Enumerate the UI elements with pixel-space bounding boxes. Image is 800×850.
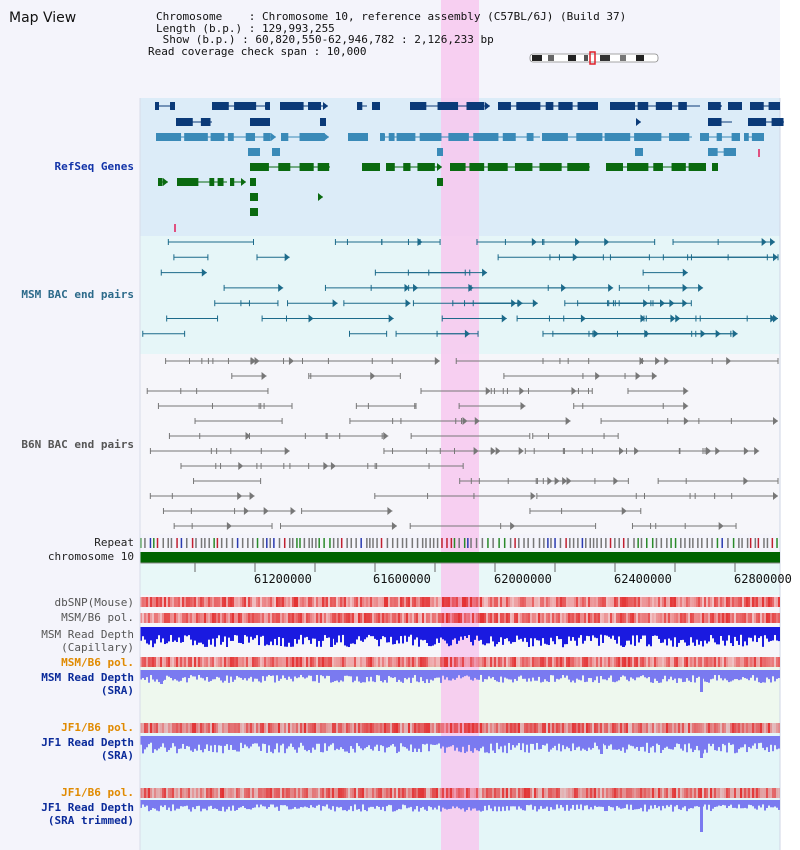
axis-tick: 61600000: [373, 572, 431, 586]
msm-depth-sra-bars: [140, 670, 780, 692]
selection-highlight: [441, 0, 479, 850]
region-info: Chromosome : Chromosome 10, reference as…: [148, 11, 626, 57]
track-label-dbsnp[interactable]: dbSNP(Mouse): [54, 596, 134, 609]
jf1-depth-trim-bars: [140, 800, 780, 832]
dbsnp-strip: [140, 597, 780, 607]
track-label-refseq[interactable]: RefSeq Genes: [54, 160, 134, 173]
jf1-depth-sra-bars: [140, 736, 780, 758]
axis-tick: 62800000: [734, 572, 792, 586]
axis-tick: 61200000: [254, 572, 312, 586]
track-label-chromosome[interactable]: chromosome 10: [47, 550, 134, 563]
length-line: Length (b.p.) : 129,993,255: [156, 21, 335, 35]
track-label-repeat[interactable]: Repeat: [94, 536, 134, 549]
show-line: Show (b.p.) : 60,820,550-62,946,782 : 2,…: [156, 33, 494, 46]
chromosome-bar: [140, 552, 780, 563]
refseq-track: [155, 102, 784, 232]
axis-tick: 62400000: [614, 572, 672, 586]
axis-tick: 62000000: [494, 572, 552, 586]
track-label-b6n-bac[interactable]: B6N BAC end pairs: [21, 438, 134, 451]
track-label-msm-b6-pol-1[interactable]: MSM/B6 pol.: [61, 611, 134, 624]
track-label-jf1-b6-pol-2[interactable]: JF1/B6 pol.: [61, 786, 134, 799]
track-label-msm-bac[interactable]: MSM BAC end pairs: [21, 288, 134, 301]
msm-depth-capillary-bars: [140, 627, 780, 648]
track-label-msm-depth-sra[interactable]: MSM Read Depth (SRA): [41, 671, 134, 697]
page-title: Map View: [9, 10, 77, 26]
track-label-jf1-b6-pol-1[interactable]: JF1/B6 pol.: [61, 721, 134, 734]
track-label-jf1-depth-trim[interactable]: JF1 Read Depth (SRA trimmed): [41, 801, 134, 827]
msm-bac-track: [142, 238, 779, 338]
chromosome-line: Chromosome : Chromosome 10, reference as…: [156, 10, 627, 23]
repeat-track: [140, 538, 778, 548]
axis-track: [140, 562, 780, 572]
right-margin: [780, 0, 800, 850]
b6n-bac-track: [146, 357, 779, 530]
track-label-msm-b6-pol-2[interactable]: MSM/B6 pol.: [61, 656, 134, 669]
coverage-line: Read coverage check span : 10,000: [148, 44, 367, 58]
track-label-msm-depth-capillary[interactable]: MSM Read Depth (Capillary): [41, 628, 134, 654]
msm-b6-pol-strip-1: [140, 613, 780, 623]
jf1-b6-pol-strip-2: [140, 788, 780, 798]
msm-b6-pol-strip-2: [140, 657, 780, 667]
jf1-b6-pol-strip-1: [140, 723, 780, 733]
chromosome-ideogram-icon: [529, 51, 659, 65]
track-label-jf1-depth-sra[interactable]: JF1 Read Depth (SRA): [41, 736, 134, 762]
